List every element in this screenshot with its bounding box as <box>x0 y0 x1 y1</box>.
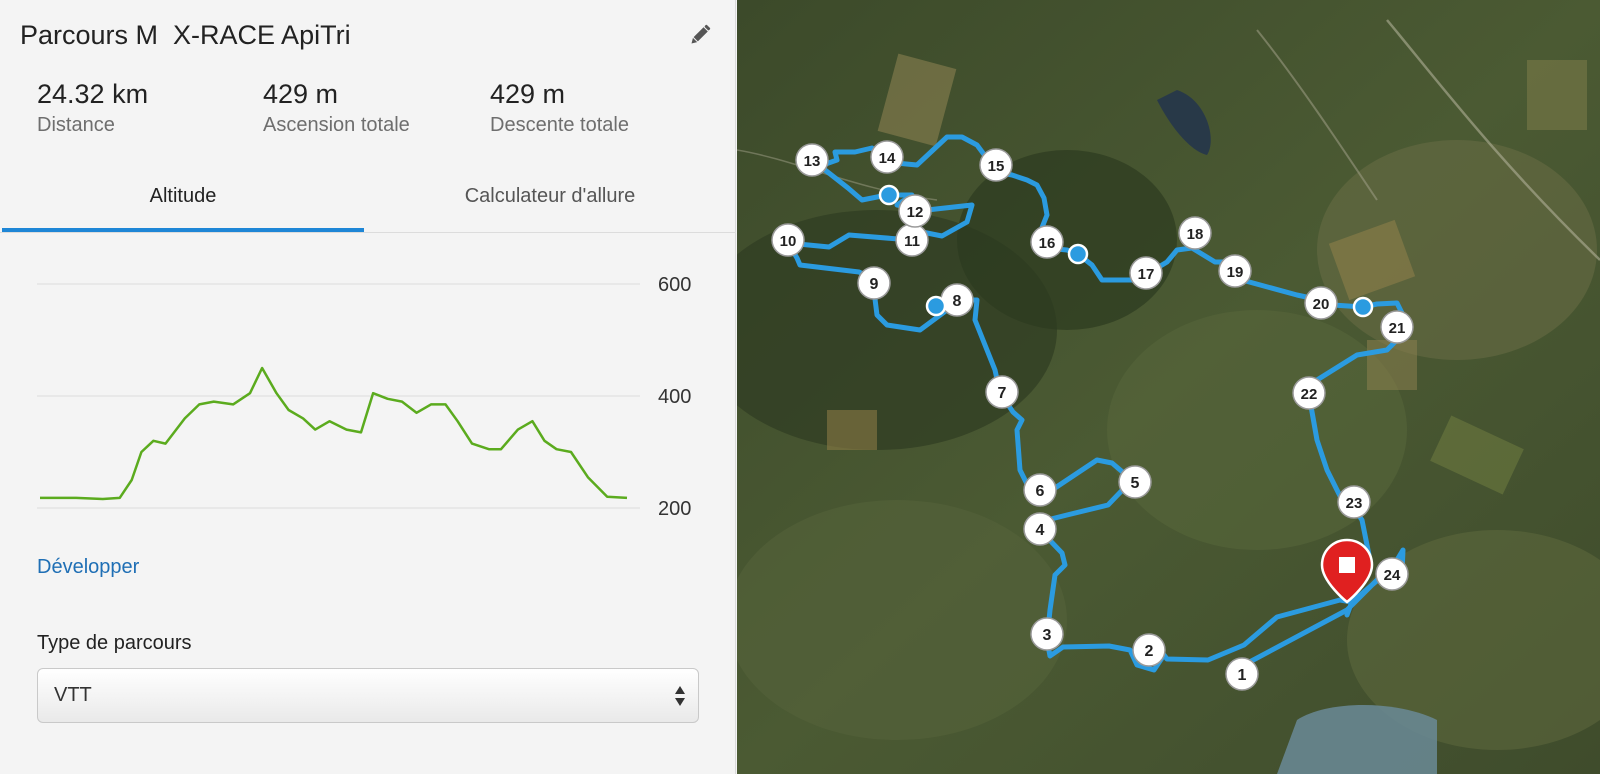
route-type-selected-value: VTT <box>54 684 92 706</box>
stat-ascent-label: Ascension totale <box>263 114 410 136</box>
tab-pace-calculator[interactable]: Calculateur d'allure <box>464 185 636 207</box>
km-marker[interactable]: 4 <box>1023 512 1057 546</box>
km-marker[interactable]: 19 <box>1218 254 1252 288</box>
km-marker-label: 24 <box>1384 567 1401 584</box>
km-marker[interactable]: 12 <box>898 194 932 228</box>
km-marker-label: 9 <box>870 276 879 293</box>
end-marker-icon[interactable] <box>1320 538 1374 604</box>
km-marker[interactable]: 5 <box>1118 465 1152 499</box>
km-marker[interactable]: 10 <box>771 223 805 257</box>
km-marker-label: 8 <box>953 293 962 310</box>
elevation-chart-svg: 600 400 200 <box>37 274 691 520</box>
km-marker[interactable]: 7 <box>985 375 1019 409</box>
km-marker[interactable]: 18 <box>1178 216 1212 250</box>
stat-distance: 24.32 km Distance <box>37 78 148 137</box>
km-marker-label: 22 <box>1301 386 1318 403</box>
km-marker-label: 17 <box>1138 266 1155 283</box>
km-marker-label: 2 <box>1145 643 1154 660</box>
km-marker-label: 21 <box>1389 320 1406 337</box>
pencil-icon <box>691 24 711 44</box>
km-marker[interactable]: 2 <box>1132 633 1166 667</box>
tab-bar: Altitude Calculateur d'allure <box>0 176 736 233</box>
y-tick-label: 400 <box>658 386 691 408</box>
km-marker[interactable]: 17 <box>1129 256 1163 290</box>
km-marker[interactable]: 6 <box>1023 473 1057 507</box>
km-marker[interactable]: 16 <box>1030 225 1064 259</box>
km-marker-label: 14 <box>879 150 896 167</box>
km-marker-label: 7 <box>998 385 1007 402</box>
stat-descent-value: 429 m <box>490 79 566 109</box>
km-marker[interactable]: 21 <box>1380 310 1414 344</box>
km-marker-label: 11 <box>904 233 920 250</box>
route-title: Parcours M X-RACE ApiTri <box>20 20 351 50</box>
route-info-panel: Parcours M X-RACE ApiTri 24.32 km Distan… <box>0 0 736 774</box>
elevation-line <box>40 366 628 501</box>
stat-descent-label: Descente totale <box>490 114 629 136</box>
km-marker-label: 1 <box>1238 667 1247 684</box>
km-marker-label: 12 <box>907 204 924 221</box>
km-marker-label: 10 <box>780 233 797 250</box>
km-marker[interactable]: 15 <box>979 148 1013 182</box>
km-marker-label: 20 <box>1313 296 1330 313</box>
km-marker[interactable]: 8 <box>940 283 974 317</box>
km-marker-label: 6 <box>1036 483 1045 500</box>
km-marker[interactable]: 1 <box>1225 657 1259 691</box>
km-marker-label: 3 <box>1043 627 1052 644</box>
select-arrows-icon <box>675 686 685 706</box>
edit-route-button[interactable] <box>685 20 715 50</box>
expand-link[interactable]: Développer <box>37 556 140 578</box>
km-marker[interactable]: 11 <box>895 223 929 257</box>
stat-distance-label: Distance <box>37 114 115 136</box>
km-marker[interactable]: 20 <box>1304 286 1338 320</box>
stat-ascent: 429 m Ascension totale <box>263 78 410 137</box>
stat-distance-value: 24.32 km <box>37 79 149 109</box>
elevation-chart: 600 400 200 <box>0 240 736 540</box>
tab-altitude[interactable]: Altitude <box>149 185 217 207</box>
km-marker-label: 4 <box>1036 522 1045 539</box>
km-marker-label: 19 <box>1227 264 1244 281</box>
stat-descent: 429 m Descente totale <box>490 78 629 137</box>
km-marker-label: 23 <box>1346 495 1363 512</box>
satellite-map[interactable]: 1 2 3 4 5 6 7 8 9 10 11 12 13 14 15 16 17 18 19 20 21 22 23 24 <box>737 0 1600 774</box>
route-type-label: Type de parcours <box>37 632 192 654</box>
route-type-select[interactable]: VTT <box>37 668 699 723</box>
km-marker-label: 18 <box>1187 226 1204 243</box>
km-marker[interactable]: 13 <box>795 143 829 177</box>
y-tick-label: 200 <box>658 498 691 520</box>
km-marker[interactable]: 23 <box>1337 485 1371 519</box>
km-marker[interactable]: 22 <box>1292 376 1326 410</box>
km-marker[interactable]: 9 <box>857 266 891 300</box>
y-tick-label: 600 <box>658 274 691 296</box>
km-marker-label: 16 <box>1039 235 1056 252</box>
stat-ascent-value: 429 m <box>263 79 339 109</box>
km-marker-label: 5 <box>1131 475 1140 492</box>
km-marker[interactable]: 3 <box>1030 617 1064 651</box>
km-marker-label: 15 <box>988 158 1005 175</box>
route-dots <box>878 184 1374 318</box>
active-tab-indicator <box>2 228 364 232</box>
km-marker-label: 13 <box>804 153 821 170</box>
km-marker[interactable]: 14 <box>870 140 904 174</box>
km-marker[interactable]: 24 <box>1375 557 1409 591</box>
